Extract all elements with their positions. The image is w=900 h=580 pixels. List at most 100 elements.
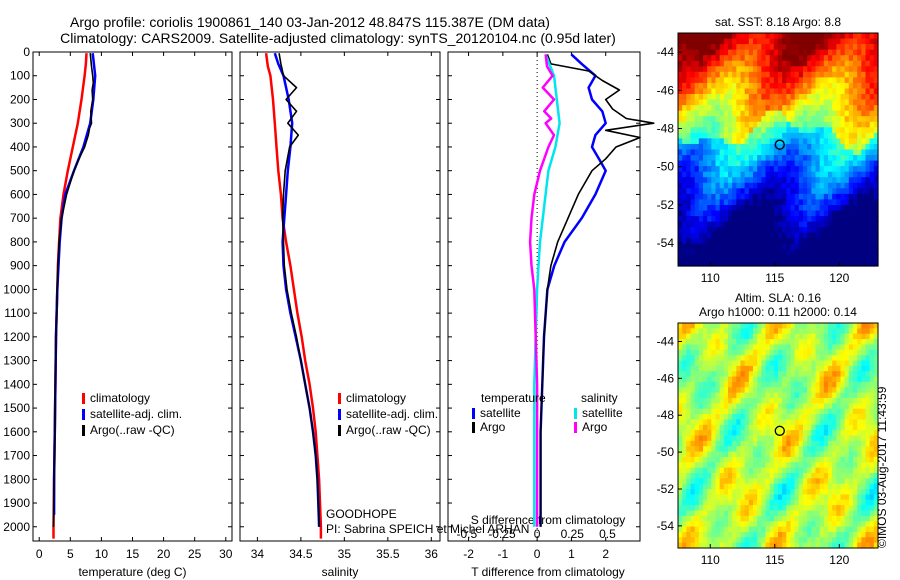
legend-label: Argo — [582, 420, 608, 434]
legend-swatch — [338, 409, 341, 420]
figure-title-line2: Climatology: CARS2009. Satellite-adjuste… — [60, 30, 616, 46]
y-tick-label: 600 — [10, 187, 30, 201]
map-lon-label: 115 — [765, 553, 784, 567]
project-annotation: GOODHOPE — [326, 507, 397, 521]
map-lat-label: -54 — [657, 519, 675, 533]
legend-swatch — [82, 425, 85, 436]
map-lat-label: -46 — [657, 371, 675, 385]
salinity-diff-tick-label: 0 — [534, 527, 541, 541]
x-tick-label: 35.5 — [376, 547, 400, 561]
salinity-diff-series-line — [533, 53, 561, 527]
legend-label: Argo(..raw -QC) — [346, 423, 431, 437]
salinity-diff-tick-label: -0.25 — [488, 527, 516, 541]
legend-label: climatology — [90, 391, 150, 405]
map-lon-label: 120 — [829, 271, 849, 285]
map-lat-label: -54 — [657, 236, 675, 250]
legend-swatch — [574, 408, 577, 419]
salinity-axes-frame — [239, 51, 441, 542]
legend-label: satellite — [480, 406, 521, 420]
temperature-axes-frame — [32, 51, 233, 542]
x-tick-label: 15 — [126, 547, 140, 561]
y-tick-label: 1200 — [3, 330, 30, 344]
x-tick-label: 1 — [568, 547, 575, 561]
y-tick-label: 1600 — [3, 425, 30, 439]
figure-title-line1: Argo profile: coriolis 1900861_140 03-Ja… — [70, 14, 550, 30]
y-tick-label: 400 — [10, 140, 30, 154]
map-lon-label: 110 — [701, 271, 720, 285]
legend-swatch — [338, 425, 341, 436]
map-lat-label: -44 — [657, 45, 675, 59]
y-tick-label: 100 — [10, 69, 30, 83]
y-tick-label: 1800 — [3, 472, 30, 486]
argo-location-marker — [774, 425, 785, 436]
y-tick-label: 900 — [10, 259, 30, 273]
x-tick-label: 35 — [338, 547, 352, 561]
x-tick-label: -1 — [498, 547, 509, 561]
salinity-diff-tick-label: -0.5 — [457, 527, 478, 541]
y-tick-label: 2000 — [3, 520, 30, 534]
salinity-profile-panel: 34 34.5 35 35.5 36 salinity climatology satelli… — [239, 51, 529, 579]
map-lat-label: -44 — [657, 334, 675, 348]
salinity-series-line — [264, 53, 323, 539]
map-lat-label: -52 — [657, 482, 675, 496]
x-tick-label: 34 — [251, 547, 265, 561]
salinity-diff-label: S difference from climatology — [471, 513, 626, 527]
y-tick-label: 1300 — [3, 354, 30, 368]
salinity-x-label: salinity — [322, 565, 359, 579]
y-tick-label: 0 — [23, 45, 30, 59]
map-field — [678, 33, 879, 267]
x-tick-label: 0 — [36, 547, 43, 561]
legend-swatch — [574, 422, 577, 433]
legend-salinity-title: salinity — [581, 391, 618, 405]
map-lat-label: -48 — [657, 408, 675, 422]
legend-temperature-title: temperature — [481, 391, 546, 405]
sst-map-title: sat. SST: 8.18 Argo: 8.8 — [715, 15, 841, 29]
salinity-series-line — [278, 53, 320, 527]
y-tick-label: 500 — [10, 164, 30, 178]
salinity-diff-series-line — [528, 54, 556, 527]
salinity-diff-tick-label: 0.5 — [599, 527, 616, 541]
legend-swatch — [82, 393, 85, 404]
salinity-diff-tick-label: 0.25 — [561, 527, 585, 541]
temperature-series-line — [52, 53, 88, 539]
legend-swatch — [472, 422, 475, 433]
legend-label: climatology — [346, 391, 406, 405]
sst-map-panel: sat. SST: 8.18 Argo: 8.8 110 115 120 -44 -46 -… — [657, 15, 879, 285]
map-lat-label: -52 — [657, 198, 675, 212]
temperature-series-line — [52, 53, 97, 515]
map-lat-label: -50 — [657, 445, 675, 459]
legend-swatch — [472, 408, 475, 419]
temperature-profile-panel: 0100200300400500600700800900100011001200… — [3, 45, 232, 579]
map-lat-label: -50 — [657, 160, 675, 174]
y-tick-label: 1500 — [3, 401, 30, 415]
x-tick-label: 25 — [188, 547, 202, 561]
legend-label: satellite-adj. clim. — [346, 407, 438, 421]
sla-map-title: Altim. SLA: 0.16 — [735, 291, 821, 305]
difference-profile-panel: -2 -1 0 1 2 -0.5 -0.25 0 0.25 0.5S difference fro… — [447, 51, 655, 579]
salinity-series-line — [273, 52, 321, 527]
legend-label: Argo — [480, 420, 506, 434]
x-tick-label: 5 — [67, 547, 74, 561]
x-tick-label: 10 — [95, 547, 109, 561]
x-tick-label: 20 — [157, 547, 171, 561]
y-tick-label: 300 — [10, 116, 30, 130]
x-tick-label: 0 — [534, 547, 541, 561]
legend-swatch — [82, 409, 85, 420]
map-lon-label: 115 — [765, 271, 784, 285]
difference-axes-frame — [447, 51, 641, 542]
x-tick-label: 34.5 — [289, 547, 313, 561]
x-tick-label: -2 — [463, 547, 474, 561]
y-tick-label: 1700 — [3, 449, 30, 463]
y-tick-label: 1900 — [3, 496, 30, 510]
argo-location-marker — [774, 139, 785, 150]
x-tick-label: 2 — [602, 547, 609, 561]
temperature-diff-label: T difference from climatology — [471, 565, 625, 579]
legend-label: satellite-adj. clim. — [90, 407, 182, 421]
y-tick-label: 1400 — [3, 377, 30, 391]
map-field — [678, 323, 879, 549]
y-tick-label: 700 — [10, 211, 30, 225]
legend-label: satellite — [582, 406, 623, 420]
x-tick-label: 36 — [425, 547, 439, 561]
